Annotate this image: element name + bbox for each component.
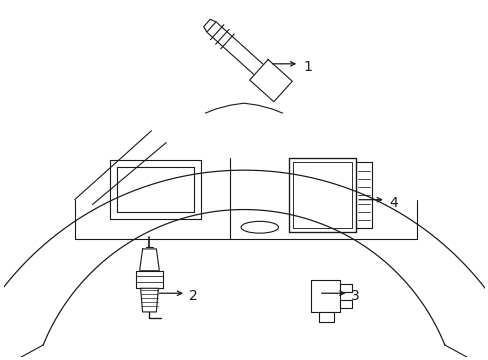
Text: 2: 2 bbox=[188, 289, 197, 303]
Polygon shape bbox=[136, 271, 163, 288]
Polygon shape bbox=[249, 59, 292, 102]
Polygon shape bbox=[310, 280, 340, 312]
Text: 1: 1 bbox=[303, 60, 311, 74]
Polygon shape bbox=[140, 249, 159, 271]
Polygon shape bbox=[340, 300, 351, 308]
Polygon shape bbox=[340, 284, 351, 292]
Text: 4: 4 bbox=[389, 195, 398, 210]
Text: 3: 3 bbox=[350, 289, 359, 303]
Polygon shape bbox=[203, 19, 216, 32]
Polygon shape bbox=[206, 22, 266, 78]
Polygon shape bbox=[318, 312, 333, 322]
Polygon shape bbox=[141, 288, 158, 312]
